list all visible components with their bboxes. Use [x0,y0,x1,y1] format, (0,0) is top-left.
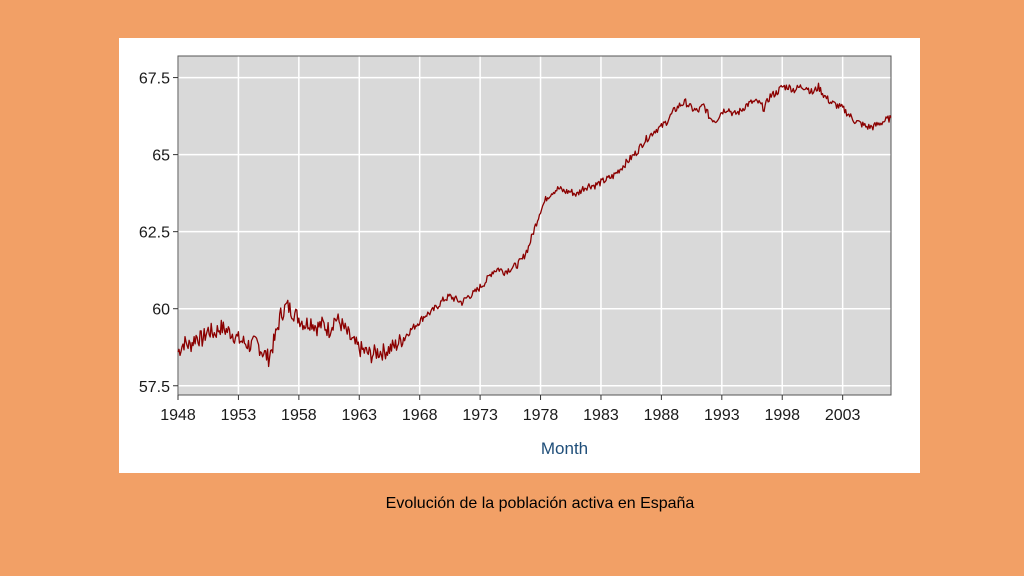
y-tick-label: 60 [152,302,170,319]
x-tick-label: 1998 [764,407,800,424]
series-line [177,82,892,368]
x-axis-title: Month [541,439,588,458]
x-tick-label: 1968 [402,407,438,424]
chart-root: 57.5 60 62.5 65 67.5 1948 1953 1958 1963 1968 1973… [139,55,892,458]
x-tick-label: 1983 [583,407,619,424]
y-tick-label: 65 [152,148,170,165]
figure-caption: Evolución de la población activa en Espa… [385,495,695,512]
x-tick-label: 1993 [704,407,740,424]
y-tick-label: 67.5 [139,71,170,88]
x-tick-label: 1958 [281,407,317,424]
chart-card: 57.5 60 62.5 65 67.5 1948 1953 1958 1963 1968 1973… [119,38,920,473]
y-tick-label: 62.5 [139,225,170,242]
line-chart: 57.5 60 62.5 65 67.5 1948 1953 1958 1963 1968 1973… [139,55,892,458]
x-tick-label: 1953 [221,407,257,424]
x-tick-label: 1948 [160,407,196,424]
y-tick-label: 57.5 [139,379,170,396]
x-tick-label: 1978 [523,407,559,424]
x-tick-label: 2003 [825,407,861,424]
x-tick-label: 1963 [341,407,377,424]
plot-frame [177,55,892,396]
x-tick-label: 1973 [462,407,498,424]
x-tick-label: 1988 [644,407,680,424]
